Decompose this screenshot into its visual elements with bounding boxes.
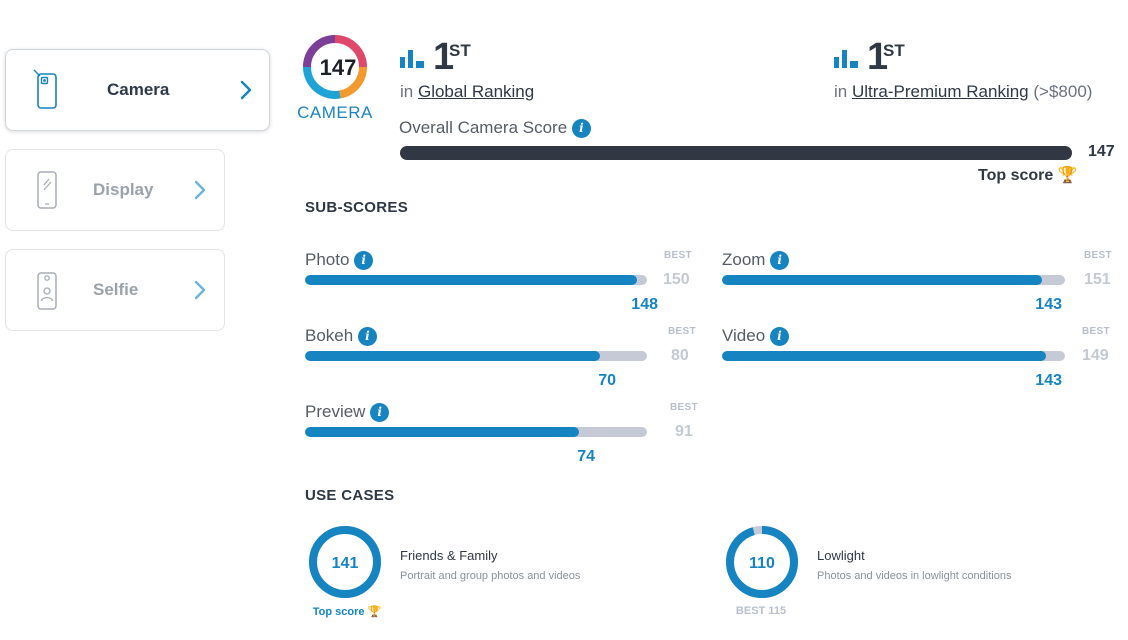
subscore-name: Preview i xyxy=(305,402,390,423)
subscore-bar xyxy=(305,275,647,285)
display-phone-icon xyxy=(37,171,57,209)
badge-score: 147 xyxy=(319,55,357,80)
chevron-right-icon xyxy=(194,280,206,300)
subscore-zoom: Zoom i BEST 151 143 xyxy=(722,250,1112,320)
subscore-bar xyxy=(722,351,1065,361)
selfie-phone-icon xyxy=(37,272,57,310)
subscore-video: Video i BEST 149 143 xyxy=(722,326,1112,396)
sidebar-item-label: Display xyxy=(93,180,154,199)
subscore-best-value: 150 xyxy=(663,271,690,288)
use-case-description: Photos and videos in lowlight conditions xyxy=(817,570,1012,582)
subscore-preview: Preview i BEST 91 74 xyxy=(305,402,698,472)
badge-category: CAMERA xyxy=(297,103,373,122)
info-icon[interactable]: i xyxy=(571,119,591,139)
subscore-bar xyxy=(722,275,1065,285)
camera-phone-icon xyxy=(33,69,57,109)
subscore-value: 70 xyxy=(598,372,616,389)
subscore-best-label: BEST xyxy=(670,402,698,413)
use-case-title: Friends & Family xyxy=(400,548,498,563)
info-icon[interactable]: i xyxy=(357,327,377,347)
sidebar-item-label: Selfie xyxy=(93,280,139,299)
global-rank-suffix: ST xyxy=(449,41,471,60)
global-rank-prefix: in xyxy=(400,82,414,101)
subscore-bar-fill xyxy=(305,275,638,285)
info-icon[interactable]: i xyxy=(370,403,390,423)
subscore-best-label: BEST xyxy=(668,326,696,337)
chevron-right-icon xyxy=(240,80,252,100)
subscore-best-label: BEST xyxy=(1082,326,1110,337)
subscore-best-label: BEST xyxy=(664,250,692,261)
overall-score-bar xyxy=(400,146,1072,160)
use-case-score: 141 xyxy=(331,555,359,572)
use-case-description: Portrait and group photos and videos xyxy=(400,570,581,582)
segment-rank-suffix: ST xyxy=(883,41,905,60)
subscore-name: Bokeh i xyxy=(305,326,377,347)
subscore-bar-fill xyxy=(305,427,579,437)
segment-rank-number: 1 xyxy=(867,36,889,78)
subscore-best-value: 149 xyxy=(1082,347,1109,364)
top-score-label: Top score xyxy=(978,167,1054,184)
info-icon[interactable]: i xyxy=(770,251,790,271)
top-score-label: Top score xyxy=(312,606,365,618)
info-icon[interactable]: i xyxy=(354,251,374,271)
use-case-footer: Top score 🏆 xyxy=(297,605,397,618)
subscore-best-value: 151 xyxy=(1084,271,1111,288)
use-case-ring xyxy=(309,526,381,598)
global-rank-number: 1 xyxy=(433,36,455,78)
subscore-photo: Photo i BEST 150 148 xyxy=(305,250,695,320)
sidebar-item-label: Camera xyxy=(107,80,170,99)
chevron-right-icon xyxy=(194,180,206,200)
overall-score-value: 147 xyxy=(1088,143,1115,160)
subscore-name: Video i xyxy=(722,326,789,347)
subscore-value: 148 xyxy=(631,296,658,313)
ranking-bars-icon xyxy=(400,50,424,68)
subscores-title: SUB-SCORES xyxy=(305,199,409,216)
use-case-footer: BEST 115 xyxy=(735,605,787,617)
subscore-best-value: 91 xyxy=(675,423,693,440)
use-case-title: Lowlight xyxy=(817,548,865,563)
trophy-icon: 🏆 xyxy=(367,606,382,618)
segment-price-range: (>$800) xyxy=(1033,82,1093,101)
subscore-bar xyxy=(305,427,647,437)
trophy-icon: 🏆 xyxy=(1057,167,1078,184)
overall-top-score: Top score 🏆 xyxy=(978,165,1078,185)
subscore-bokeh: Bokeh i BEST 80 70 xyxy=(305,326,696,396)
segment-rank-prefix: in xyxy=(834,82,848,101)
info-icon[interactable]: i xyxy=(769,327,789,347)
segment-ranking-link[interactable]: Ultra-Premium Ranking xyxy=(851,82,1029,101)
use-case-ring xyxy=(726,526,798,598)
subscore-bar-fill xyxy=(722,351,1047,361)
subscore-best-value: 80 xyxy=(671,347,689,364)
subscore-bar-fill xyxy=(722,275,1042,285)
sidebar-item-display[interactable]: Display xyxy=(5,149,225,231)
subscore-bar xyxy=(305,351,647,361)
use-case-score: 110 xyxy=(749,555,775,572)
subscore-bar-fill xyxy=(305,351,600,361)
ranking-bars-icon xyxy=(834,50,858,68)
subscore-value: 74 xyxy=(577,448,595,465)
sidebar-item-selfie[interactable]: Selfie xyxy=(5,249,225,331)
use-cases-title: USE CASES xyxy=(305,487,395,504)
global-ranking-link[interactable]: Global Ranking xyxy=(417,82,535,101)
subscore-name: Photo i xyxy=(305,250,374,271)
subscore-name: Zoom i xyxy=(722,250,790,271)
subscore-value: 143 xyxy=(1035,372,1062,389)
subscore-best-label: BEST xyxy=(1084,250,1112,261)
score-badge-icon xyxy=(303,35,367,99)
overall-score-label: Overall Camera Score xyxy=(399,118,568,137)
sidebar-item-camera[interactable]: Camera xyxy=(5,49,270,131)
subscore-value: 143 xyxy=(1035,296,1062,313)
